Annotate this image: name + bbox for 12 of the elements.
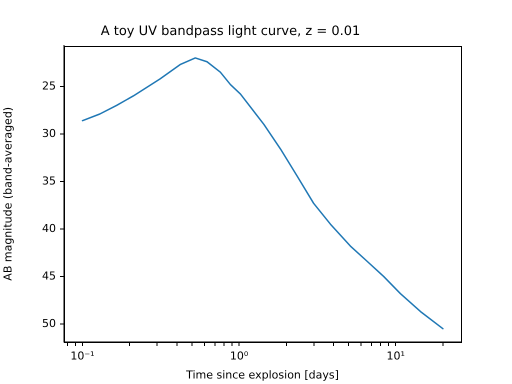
- y-tick-label: 50: [42, 316, 56, 330]
- y-tick-label: 45: [42, 269, 56, 282]
- y-tick-label: 35: [42, 174, 56, 188]
- x-axis-title: Time since explosion [days]: [185, 368, 339, 382]
- y-tick-label: 30: [42, 126, 56, 140]
- chart-title: A toy UV bandpass light curve, z = 0.01: [100, 24, 360, 40]
- x-tick-label: 10⁰: [230, 349, 249, 362]
- y-tick-label: 25: [42, 79, 56, 92]
- y-axis-title: AB magnitude (band-averaged): [1, 106, 14, 281]
- x-tick-label: 10¹: [386, 349, 405, 362]
- y-tick-label: 40: [42, 222, 56, 235]
- x-tick-label: 10⁻¹: [70, 349, 95, 362]
